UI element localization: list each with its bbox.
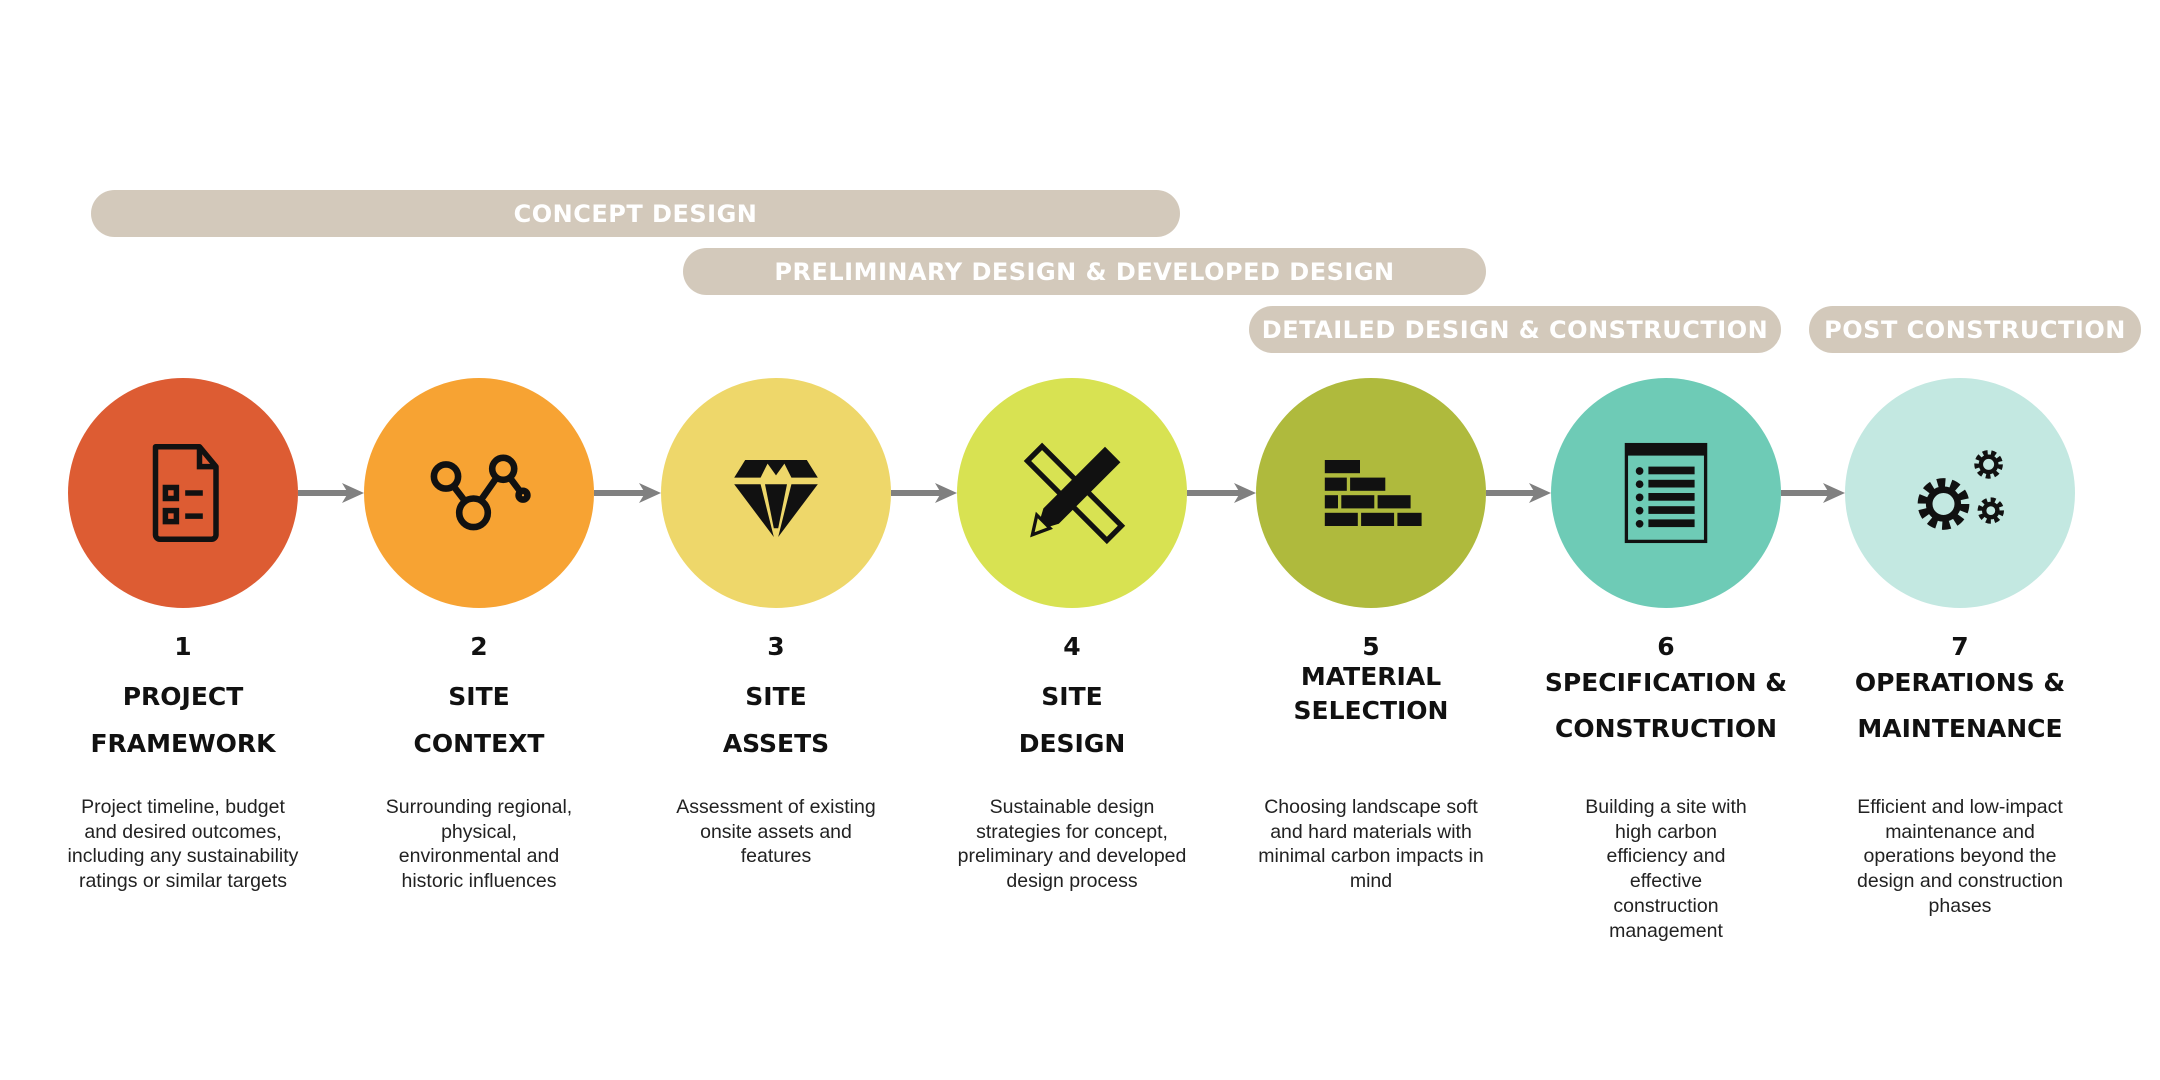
step-title: SITE CONTEXT <box>319 673 639 767</box>
phase-detailed-design-construction: DETAILED DESIGN & CONSTRUCTION <box>1249 306 1781 353</box>
step-title-line1: SITE <box>1041 682 1103 711</box>
step-description: Project timeline, budget and desired out… <box>67 796 299 893</box>
specification-list-icon <box>1611 438 1721 548</box>
step-title-line2: MAINTENANCE <box>1857 714 2063 743</box>
step-title-line1: SPECIFICATION & <box>1544 668 1788 697</box>
step-title-line2: FRAMEWORK <box>90 729 276 758</box>
step-description: Building a site with high carbon efficie… <box>1585 796 1747 942</box>
step-circle-6 <box>1551 378 1781 608</box>
step-number: 4 <box>1063 632 1081 661</box>
step-title: OPERATIONS & MAINTENANCE <box>1800 660 2120 752</box>
phase-preliminary-developed-design: PRELIMINARY DESIGN & DEVELOPED DESIGN <box>683 248 1486 295</box>
step-title: PROJECT FRAMEWORK <box>23 673 343 767</box>
step-description: Sustainable design strategies for concep… <box>957 796 1187 893</box>
step-description: Assessment of existing onsite assets and… <box>676 796 876 868</box>
step-title: SITE DESIGN <box>912 673 1232 767</box>
step-description: Choosing landscape soft and hard materia… <box>1258 796 1484 893</box>
step-title-line2: CONTEXT <box>413 729 545 758</box>
step-title-line1: PROJECT <box>122 682 244 711</box>
step-circle-2 <box>364 378 594 608</box>
step-title-line1: MATERIAL <box>1300 662 1442 691</box>
step-title-line2: DESIGN <box>1018 729 1126 758</box>
step-circle-3 <box>661 378 891 608</box>
diamond-icon <box>721 438 831 548</box>
connected-nodes-icon <box>424 438 534 548</box>
step-title: MATERIAL SELECTION <box>1211 660 1531 728</box>
step-title-line2: ASSETS <box>722 729 830 758</box>
step-description: Efficient and low-impact maintenance and… <box>1857 796 2063 917</box>
step-title-line1: SITE <box>448 682 510 711</box>
step-title-line2: SELECTION <box>1293 696 1449 725</box>
step-title-line2: CONSTRUCTION <box>1554 714 1777 743</box>
arrow-icon <box>1486 483 1551 503</box>
step-title-line1: SITE <box>745 682 807 711</box>
step-title: SPECIFICATION & CONSTRUCTION <box>1506 660 1826 752</box>
phase-label: PRELIMINARY DESIGN & DEVELOPED DESIGN <box>774 257 1395 286</box>
phase-concept-design: CONCEPT DESIGN <box>91 190 1180 237</box>
step-number: 3 <box>767 632 785 661</box>
step-title: SITE ASSETS <box>616 673 936 767</box>
phase-post-construction: POST CONSTRUCTION <box>1809 306 2141 353</box>
arrow-icon <box>1781 483 1845 503</box>
brick-wall-icon <box>1316 438 1426 548</box>
phase-label: DETAILED DESIGN & CONSTRUCTION <box>1261 315 1769 344</box>
step-circle-1 <box>68 378 298 608</box>
step-number: 5 <box>1362 632 1380 661</box>
step-circle-5 <box>1256 378 1486 608</box>
pencil-ruler-icon <box>1017 438 1127 548</box>
arrow-icon <box>594 483 661 503</box>
step-number: 1 <box>174 632 192 661</box>
step-circle-4 <box>957 378 1187 608</box>
step-number: 7 <box>1951 632 1969 661</box>
arrow-icon <box>1187 483 1256 503</box>
step-number: 2 <box>470 632 488 661</box>
phase-label: CONCEPT DESIGN <box>513 199 758 228</box>
step-number: 6 <box>1657 632 1675 661</box>
phase-label: POST CONSTRUCTION <box>1824 315 2126 344</box>
step-description: Surrounding regional, physical, environm… <box>385 796 573 893</box>
arrow-icon <box>298 483 364 503</box>
arrow-icon <box>891 483 957 503</box>
document-checklist-icon <box>128 438 238 548</box>
gears-icon <box>1905 438 2015 548</box>
step-title-line1: OPERATIONS & <box>1854 668 2066 697</box>
step-circle-7 <box>1845 378 2075 608</box>
